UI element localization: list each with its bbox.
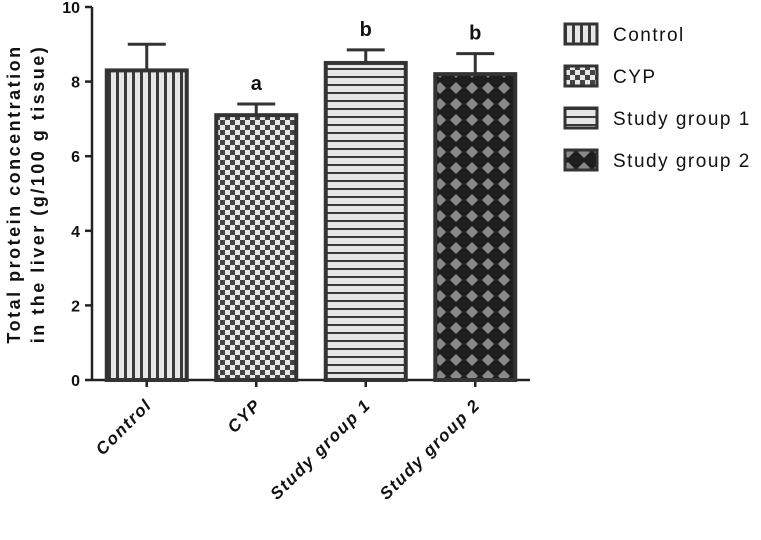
legend-swatch (563, 22, 599, 46)
x-tick-label: CYP (224, 395, 265, 436)
x-tick-label: Control (92, 395, 156, 459)
y-tick-label: 8 (71, 75, 80, 92)
bars (104, 60, 518, 382)
legend-swatch (563, 106, 599, 130)
y-tick-label: 10 (62, 0, 80, 17)
y-tick-label: 0 (71, 373, 80, 390)
significance-letter: b (360, 19, 372, 41)
legend-label: Study group 2 (613, 151, 751, 172)
y-tick-label: 4 (71, 224, 80, 241)
y-axis-title-line-2: in the liver (g/100 g tissue) (28, 45, 48, 344)
bar-cyp (214, 113, 299, 382)
legend: Control CYP Study group 1 Study group 2 (563, 22, 751, 172)
legend-label: CYP (613, 67, 657, 88)
legend-label: Study group 1 (613, 109, 751, 130)
x-tick-label: Study group 1 (267, 395, 375, 503)
error-bars (127, 42, 495, 116)
legend-swatch (563, 64, 599, 88)
y-axis-title-line-1: Total protein concentration (4, 44, 24, 343)
significance-letter: b (469, 23, 481, 45)
y-tick-label: 6 (71, 149, 80, 166)
bar-control (104, 68, 189, 382)
y-axis-title: Total protein concentration in the liver… (4, 44, 48, 343)
bar-study-group-1 (323, 60, 408, 382)
significance-letter: a (251, 73, 263, 95)
x-tick-label: Study group 2 (376, 395, 484, 503)
y-axis: 0 2 4 6 8 10 (62, 0, 94, 390)
y-tick-label: 2 (71, 298, 80, 315)
legend-swatch (563, 148, 599, 172)
significance-annotations: a b b (251, 19, 482, 95)
x-tick-labels: Control CYP Study group 1 Study group 2 (92, 395, 484, 503)
legend-label: Control (613, 25, 685, 46)
bar-study-group-2 (433, 72, 518, 382)
